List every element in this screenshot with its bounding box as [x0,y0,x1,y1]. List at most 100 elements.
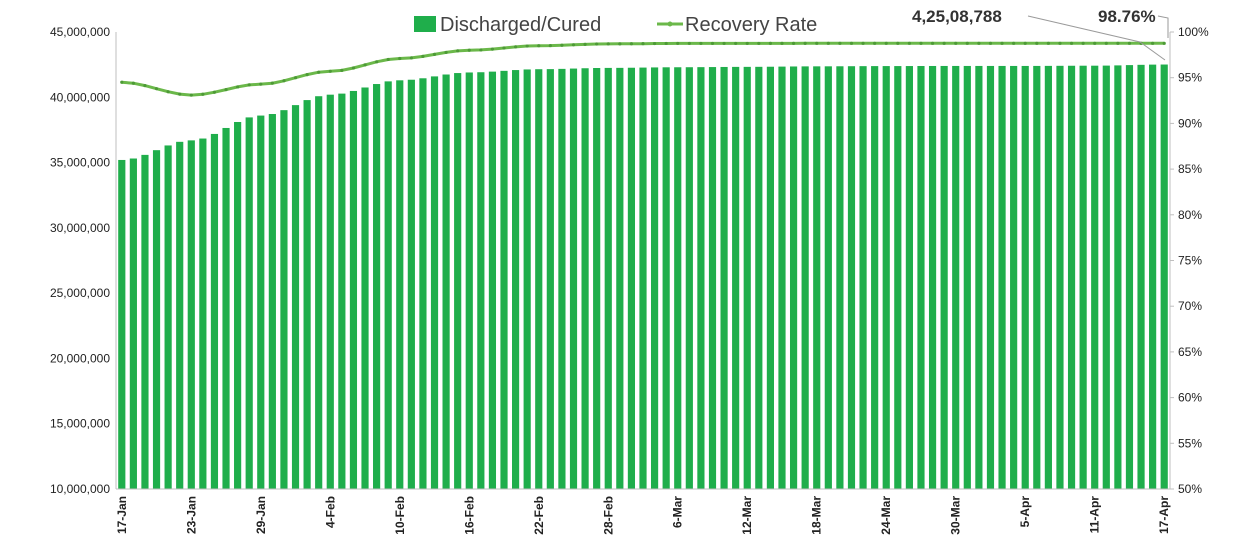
y-right-tick-label: 90% [1178,116,1202,130]
bar [928,65,937,489]
bar [280,110,288,490]
recovery-rate-point [560,43,564,47]
bar [778,66,786,489]
bar [836,66,844,489]
bar [419,78,427,489]
bar [234,121,242,490]
recovery-rate-point [1162,41,1166,45]
x-tick-label: 4-Feb [323,496,337,528]
recovery-rate-point [710,41,715,46]
bar [222,127,230,489]
recovery-rate-point [467,48,471,52]
recovery-rate-point [1000,41,1004,45]
recovery-rate-point [236,85,240,89]
callout-leader-discharged [1027,15,1166,61]
bar [697,67,705,489]
x-axis: 17-Jan 23-Jan 29-Jan 4-Feb 10-Feb 16-Feb 22-Fe… [115,496,1171,535]
bar [674,67,682,490]
bar [303,100,311,490]
recovery-rate-point [282,79,286,83]
y-left-tick-label: 15,000,000 [50,417,110,431]
recovery-rate-point [1093,41,1097,45]
callouts: 4,25,08,788 98.76% [912,7,1169,61]
bar [384,81,392,490]
bar [604,67,612,490]
bar [581,68,589,489]
callout-recovery-rate: 98.76% [1098,7,1156,26]
bar [662,67,670,489]
bar [1079,65,1087,489]
y-left-tick-label: 35,000,000 [50,156,110,170]
bar [801,66,809,490]
bar [141,154,149,490]
y-right-tick-label: 70% [1178,299,1202,313]
callout-discharged-total: 4,25,08,788 [912,7,1002,26]
legend-swatch-recovery-marker [667,21,673,27]
bar [512,70,520,490]
recovery-rate-point [768,41,773,46]
recovery-rate-point [166,90,170,94]
bar [430,76,439,489]
bar [917,66,925,489]
recovery-rate-point [826,41,830,45]
bar [963,65,971,489]
bar [396,80,404,489]
recovery-rate-point [351,66,356,70]
bar [268,114,276,490]
bar [732,66,740,489]
recovery-rate-point [652,41,657,46]
recovery-rate-point [1116,41,1120,45]
recovery-rate-point [571,43,576,47]
recovery-rate-point [386,57,390,62]
recovery-rate-point [525,44,529,48]
recovery-rate-point [930,41,935,45]
recovery-rate-point [212,90,217,94]
recovery-rate-point [884,41,888,45]
bar [1056,65,1064,490]
bar [882,66,890,490]
bar [349,90,358,489]
bar [593,68,601,490]
recovery-rate-point [629,42,634,46]
bar [1091,65,1099,489]
x-tick-label: 30-Mar [949,496,963,535]
bar [1114,65,1122,489]
recovery-rate-point [1035,41,1039,45]
y-left-tick-label: 25,000,000 [50,286,110,300]
recovery-rate-point [363,63,367,67]
bar [685,67,693,489]
y-right-tick-label: 95% [1178,71,1202,85]
recovery-rate-point [988,41,993,45]
recovery-rate-point [143,83,147,88]
recovery-rate-point [618,42,622,46]
recovery-rate-point [328,69,332,73]
bar [373,84,381,490]
y-right-tick-label: 80% [1178,208,1202,222]
x-tick-label: 24-Mar [879,496,893,535]
bar [500,70,508,489]
recovery-rate-point [896,41,900,45]
bar [1021,65,1029,489]
legend-swatch-discharged [414,16,436,32]
bar [152,150,161,489]
callout-leader-recovery [1157,15,1169,38]
recovery-rate-point [375,60,379,64]
y-left-tick-label: 45,000,000 [50,25,110,39]
recovery-rate-point [131,81,135,85]
y-left-tick-label: 20,000,000 [50,351,110,365]
bar [361,87,369,489]
x-tick-label: 18-Mar [810,496,824,535]
bar [1125,65,1134,489]
bar [789,66,798,489]
bar [1010,65,1018,489]
bar [129,158,137,489]
recovery-rate-point [548,43,552,48]
recovery-rate-point [849,41,854,45]
recovery-rate-point [317,70,321,74]
recovery-rate-point [780,41,784,45]
bars-group [118,64,1168,490]
bar [210,133,219,489]
bar [952,65,960,489]
bar [871,66,879,490]
